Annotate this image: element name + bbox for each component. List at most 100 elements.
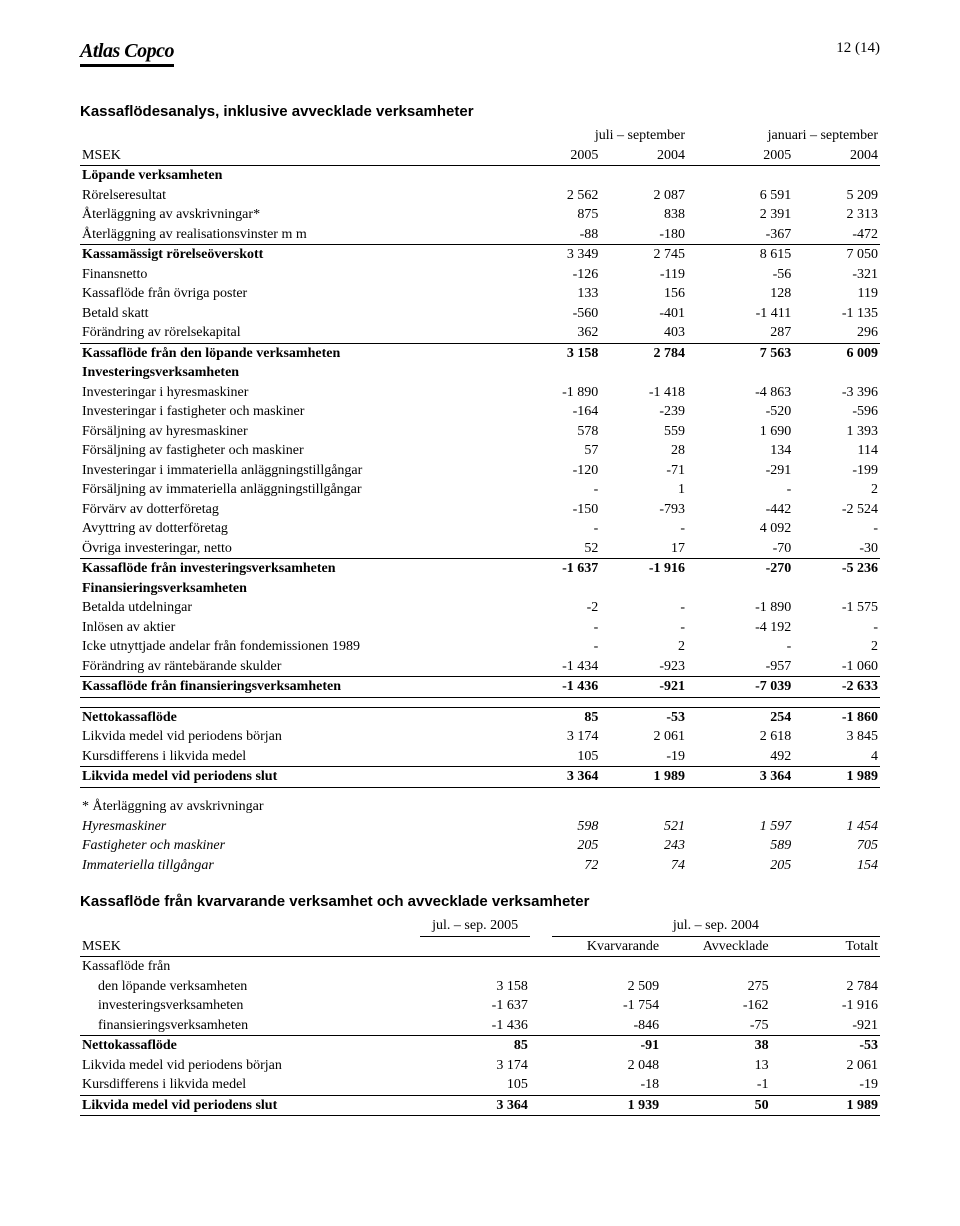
cell: 2	[600, 637, 687, 657]
cell: -5 236	[793, 559, 880, 579]
cell: 7 563	[707, 343, 794, 363]
row-label: Kassaflöde från den löpande verksamheten	[80, 343, 514, 363]
row-label: Kursdifferens i likvida medel	[80, 747, 514, 767]
cell: -	[707, 480, 794, 500]
cell: -1 916	[600, 559, 687, 579]
row-label: Kassamässigt rörelseöverskott	[80, 245, 514, 265]
cell: 38	[661, 1036, 770, 1056]
cell: 589	[707, 836, 794, 856]
cell: 2	[793, 480, 880, 500]
cell: 598	[514, 817, 601, 837]
cell: -75	[661, 1016, 770, 1036]
cell: 154	[793, 856, 880, 876]
row-label: Försäljning av hyresmaskiner	[80, 422, 514, 442]
cell: 7 050	[793, 245, 880, 265]
cell: 13	[661, 1056, 770, 1076]
cell: 2 061	[771, 1056, 880, 1076]
row-label: Investeringar i immateriella anläggnings…	[80, 461, 514, 481]
cell: -921	[600, 677, 687, 698]
cell: -	[514, 618, 601, 638]
page-number: 12 (14)	[836, 40, 880, 57]
cell: 705	[793, 836, 880, 856]
cell: 2 784	[771, 977, 880, 997]
cell: 1 989	[793, 767, 880, 788]
cell: -180	[600, 225, 687, 245]
cell: -19	[600, 747, 687, 767]
cell: -1 637	[420, 996, 529, 1016]
row-label: Inlösen av aktier	[80, 618, 514, 638]
cell: -162	[661, 996, 770, 1016]
cell: -957	[707, 657, 794, 677]
cell: 17	[600, 539, 687, 559]
cell: -53	[600, 707, 687, 727]
row-label: finansieringsverksamheten	[80, 1016, 420, 1036]
cell: 2	[793, 637, 880, 657]
col-group-header: juli – september	[514, 126, 687, 146]
row-label: Fastigheter och maskiner	[80, 836, 514, 856]
cell: 296	[793, 323, 880, 343]
cell	[600, 797, 687, 817]
year-header: 2004	[793, 146, 880, 166]
cell: -1 135	[793, 304, 880, 324]
row-label: Kassaflöde från finansieringsverksamhete…	[80, 677, 514, 698]
cell: 3 174	[420, 1056, 529, 1076]
cell: -126	[514, 265, 601, 285]
cell: 2 745	[600, 245, 687, 265]
row-label: Hyresmaskiner	[80, 817, 514, 837]
cell: -1 860	[793, 707, 880, 727]
row-label: Likvida medel vid periodens början	[80, 1056, 420, 1076]
row-label: Likvida medel vid periodens början	[80, 727, 514, 747]
cell: 1 989	[600, 767, 687, 788]
cell: -1 890	[514, 383, 601, 403]
msek-label: MSEK	[80, 936, 420, 957]
cell: -91	[552, 1036, 661, 1056]
col-subheader	[420, 936, 529, 957]
cell: -793	[600, 500, 687, 520]
cell: -88	[514, 225, 601, 245]
row-label: Återläggning av realisationsvinster m m	[80, 225, 514, 245]
cell: -	[514, 480, 601, 500]
section-header: Investeringsverksamheten	[80, 363, 880, 383]
row-label: Övriga investeringar, netto	[80, 539, 514, 559]
cell: 57	[514, 441, 601, 461]
cell: 5 209	[793, 186, 880, 206]
cell: 133	[514, 284, 601, 304]
cell: -560	[514, 304, 601, 324]
page-header: Atlas Copco 12 (14)	[80, 40, 880, 67]
row-label: Avyttring av dotterföretag	[80, 519, 514, 539]
year-header: 2004	[600, 146, 687, 166]
cell: -30	[793, 539, 880, 559]
cell: 128	[707, 284, 794, 304]
cell: 2 784	[600, 343, 687, 363]
row-label: den löpande verksamheten	[80, 977, 420, 997]
cell: -	[793, 618, 880, 638]
cell	[514, 797, 601, 817]
row-label: Rörelseresultat	[80, 186, 514, 206]
cell: 52	[514, 539, 601, 559]
segment-cashflow-table: jul. – sep. 2005jul. – sep. 2004MSEKKvar…	[80, 916, 880, 1116]
cell: 1 597	[707, 817, 794, 837]
row-label: Nettokassaflöde	[80, 707, 514, 727]
col-subheader: Totalt	[771, 936, 880, 957]
cell: 105	[420, 1075, 529, 1095]
cell: 72	[514, 856, 601, 876]
cell: -846	[552, 1016, 661, 1036]
row-label: Förvärv av dotterföretag	[80, 500, 514, 520]
cell: 875	[514, 205, 601, 225]
row-label: Likvida medel vid periodens slut	[80, 1095, 420, 1116]
msek-label: MSEK	[80, 146, 514, 166]
cell: -1 436	[514, 677, 601, 698]
cell: -4 192	[707, 618, 794, 638]
cell: -	[514, 519, 601, 539]
row-label: Försäljning av immateriella anläggningst…	[80, 480, 514, 500]
cell: 838	[600, 205, 687, 225]
col-subheader: Kvarvarande	[552, 936, 661, 957]
cell: -596	[793, 402, 880, 422]
cell: 4	[793, 747, 880, 767]
cell: -19	[771, 1075, 880, 1095]
cell: -56	[707, 265, 794, 285]
cell: 28	[600, 441, 687, 461]
row-label: Förändring av rörelsekapital	[80, 323, 514, 343]
cell: 243	[600, 836, 687, 856]
col-group-header: jul. – sep. 2005	[420, 916, 529, 936]
